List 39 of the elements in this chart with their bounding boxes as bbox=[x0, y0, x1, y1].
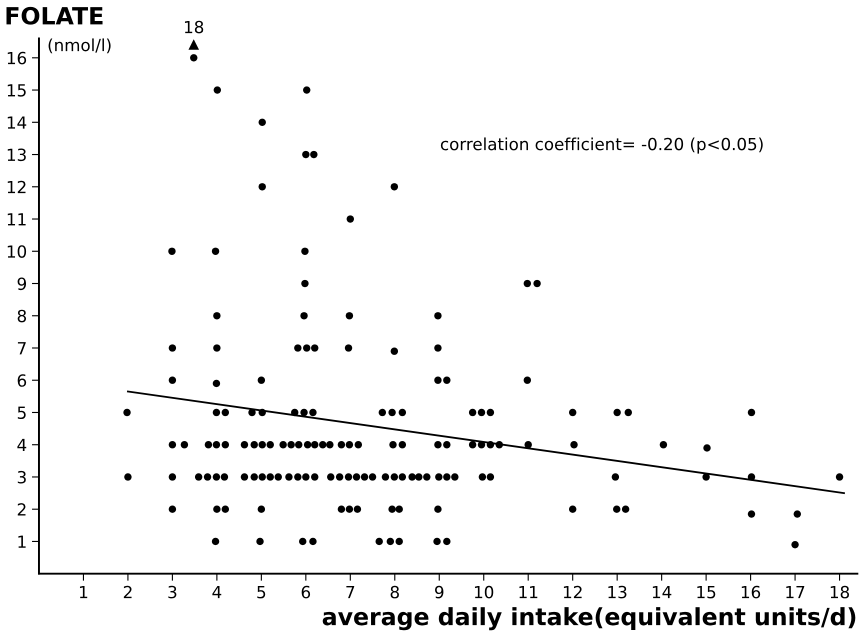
x-tick-label: 7 bbox=[346, 586, 354, 598]
x-tick-label: 8 bbox=[390, 586, 399, 598]
x-tick-label: 3 bbox=[168, 586, 176, 598]
annotation: correlation coefficient= -0.20 (p<0.05) bbox=[440, 137, 763, 154]
y-tick-label: 8 bbox=[18, 310, 26, 322]
x-axis-title: average daily intake(equivalent units/d) bbox=[322, 607, 856, 630]
chart-title: FOLATE bbox=[6, 6, 103, 25]
x-tick-label: 9 bbox=[435, 586, 444, 598]
x-tick-label: 15 bbox=[697, 586, 716, 598]
y-tick-label: 4 bbox=[17, 438, 26, 452]
x-tick-label: 4 bbox=[212, 586, 222, 598]
y-tick-label: 13 bbox=[8, 148, 26, 162]
x-tick-label: 5 bbox=[257, 586, 266, 598]
y-tick-label: 11 bbox=[8, 213, 26, 226]
x-tick-label: 1 bbox=[80, 586, 88, 598]
y-tick-label: 2 bbox=[18, 503, 26, 516]
x-tick-label: 11 bbox=[519, 586, 538, 598]
y-tick-label: 12 bbox=[8, 180, 26, 194]
x-tick-label: 6 bbox=[302, 586, 310, 598]
y-tick-label: 1 bbox=[18, 536, 26, 548]
x-tick-label: 14 bbox=[652, 586, 672, 598]
x-tick-label: 16 bbox=[742, 586, 760, 598]
x-tick-label: 10 bbox=[474, 586, 494, 598]
x-tick-label: 17 bbox=[786, 586, 804, 598]
y-tick-label: 3 bbox=[18, 470, 26, 484]
y-axis-title: (nmol/l) bbox=[48, 38, 111, 54]
x-tick-label: 12 bbox=[564, 586, 582, 598]
y-tick-label: 14 bbox=[8, 116, 26, 129]
y-tick-label: 5 bbox=[18, 406, 26, 420]
x-tick-label: 13 bbox=[608, 586, 626, 598]
y-tick-label: 9 bbox=[18, 277, 26, 290]
y-tick-label: 15 bbox=[8, 84, 26, 97]
x-tick-label: 18 bbox=[830, 586, 850, 598]
y-tick-label: 10 bbox=[8, 245, 26, 258]
y-tick-label: 7 bbox=[18, 342, 26, 354]
x-tick-label: 2 bbox=[124, 586, 132, 598]
annotation: 18 bbox=[184, 20, 204, 34]
y-tick-label: 16 bbox=[8, 52, 26, 64]
y-tick-label: 6 bbox=[18, 374, 26, 387]
